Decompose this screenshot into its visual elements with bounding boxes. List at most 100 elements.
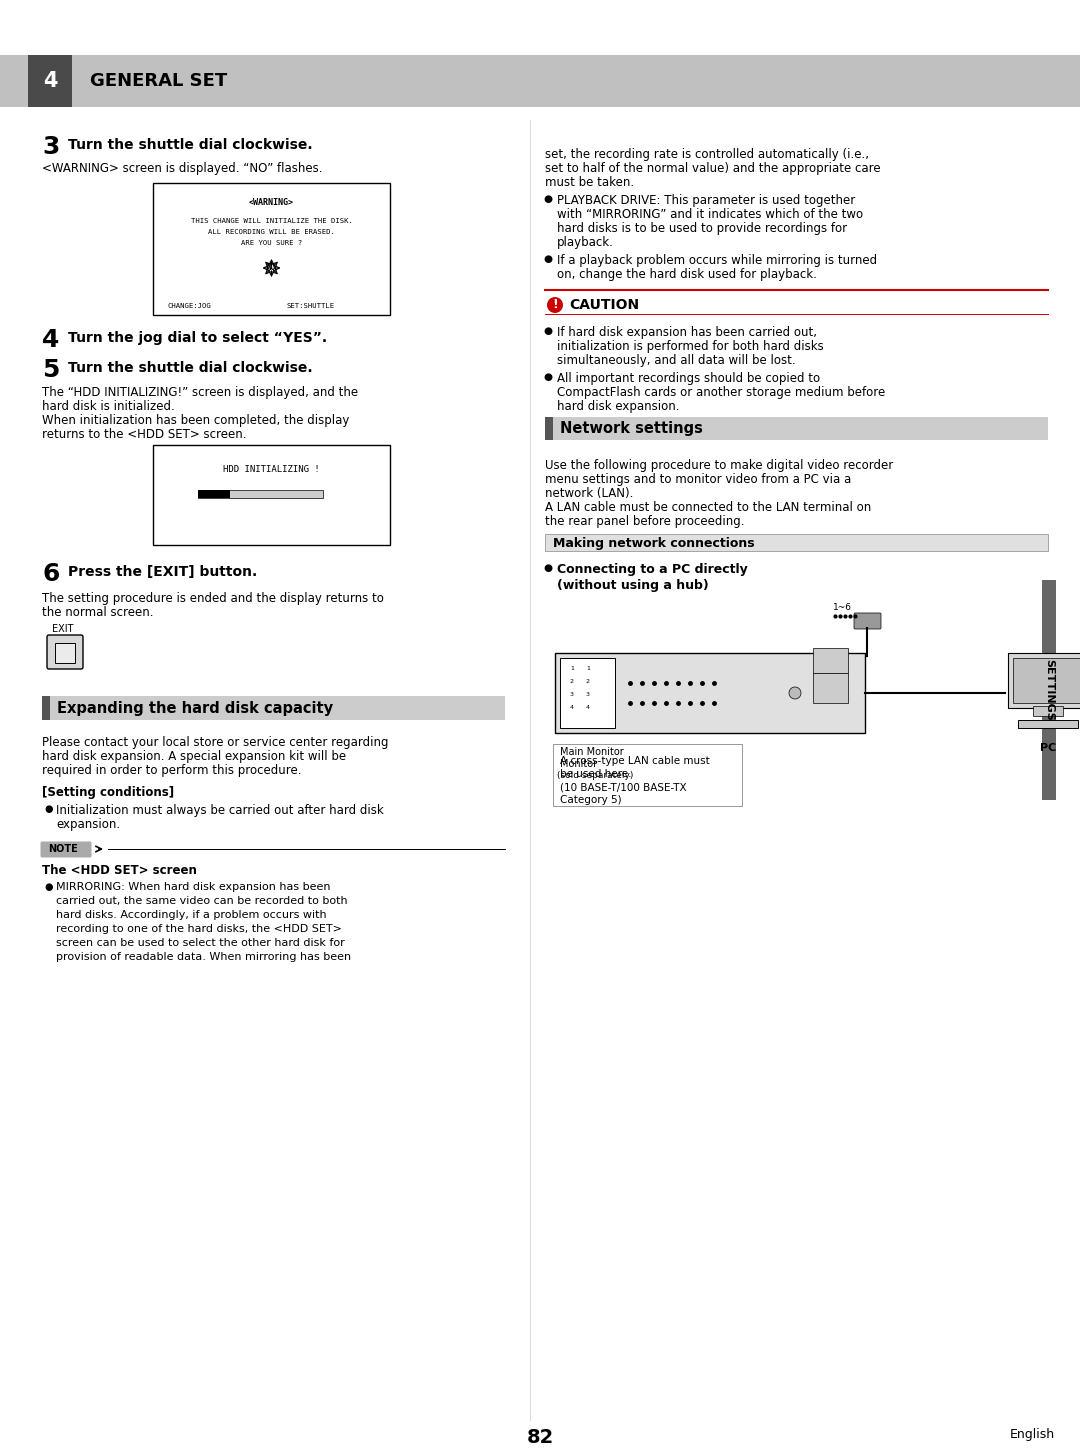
Text: (sold separately): (sold separately) [557, 772, 633, 780]
Text: All important recordings should be copied to: All important recordings should be copie… [557, 371, 820, 384]
Text: 4: 4 [42, 328, 59, 352]
Text: ●: ● [44, 804, 53, 814]
FancyBboxPatch shape [41, 842, 92, 858]
Bar [545, 416, 553, 440]
Text: be used here.: be used here. [561, 769, 632, 779]
Text: Monitor: Monitor [561, 759, 597, 769]
Text: English: English [1010, 1428, 1055, 1441]
Text: hard disks. Accordingly, if a problem occurs with: hard disks. Accordingly, if a problem oc… [56, 910, 326, 920]
Text: Making network connections: Making network connections [553, 536, 755, 549]
Bar [561, 658, 615, 728]
Bar [1032, 706, 1063, 716]
Text: MIRRORING: When hard disk expansion has been: MIRRORING: When hard disk expansion has … [56, 882, 330, 893]
Bar [813, 673, 848, 703]
FancyBboxPatch shape [55, 644, 75, 662]
Text: required in order to perform this procedure.: required in order to perform this proced… [42, 764, 301, 778]
Bar [198, 491, 323, 498]
FancyBboxPatch shape [153, 446, 390, 545]
Text: [Setting conditions]: [Setting conditions] [42, 786, 174, 799]
Text: on, change the hard disk used for playback.: on, change the hard disk used for playba… [557, 268, 816, 281]
Text: A cross-type LAN cable must: A cross-type LAN cable must [561, 756, 710, 766]
Bar [1013, 658, 1080, 703]
Text: If a playback problem occurs while mirroring is turned: If a playback problem occurs while mirro… [557, 253, 877, 266]
Text: A LAN cable must be connected to the LAN terminal on: A LAN cable must be connected to the LAN… [545, 501, 872, 514]
Text: the rear panel before proceeding.: the rear panel before proceeding. [545, 515, 744, 529]
Text: hard disk expansion. A special expansion kit will be: hard disk expansion. A special expansion… [42, 750, 346, 763]
Text: the normal screen.: the normal screen. [42, 606, 153, 619]
Text: ARE YOU SURE ?: ARE YOU SURE ? [241, 240, 302, 246]
Text: ●: ● [44, 882, 53, 893]
Text: The <HDD SET> screen: The <HDD SET> screen [42, 863, 197, 877]
Text: Turn the jog dial to select “YES”.: Turn the jog dial to select “YES”. [68, 331, 327, 345]
Text: 4: 4 [570, 705, 573, 711]
Bar [42, 696, 50, 721]
Bar [1042, 579, 1056, 799]
Bar [1018, 721, 1078, 728]
Text: 4: 4 [586, 705, 590, 711]
Text: CompactFlash cards or another storage medium before: CompactFlash cards or another storage me… [557, 386, 886, 399]
Text: ●: ● [543, 194, 552, 204]
FancyBboxPatch shape [153, 183, 390, 314]
Text: Main Monitor: Main Monitor [561, 747, 624, 757]
Text: with “MIRRORING” and it indicates which of the two: with “MIRRORING” and it indicates which … [557, 208, 863, 221]
Bar [0, 55, 1080, 106]
Text: screen can be used to select the other hard disk for: screen can be used to select the other h… [56, 938, 345, 948]
Text: 82: 82 [526, 1428, 554, 1447]
Text: returns to the <HDD SET> screen.: returns to the <HDD SET> screen. [42, 428, 246, 441]
Text: HDD INITIALIZING !: HDD INITIALIZING ! [224, 464, 320, 475]
Text: NOTE: NOTE [48, 844, 78, 855]
Text: Turn the shuttle dial clockwise.: Turn the shuttle dial clockwise. [68, 361, 312, 376]
Text: Category 5): Category 5) [561, 795, 622, 805]
Text: NO: NO [267, 264, 276, 272]
Text: <WARNING>: <WARNING> [249, 198, 294, 207]
Text: set to half of the normal value) and the appropriate care: set to half of the normal value) and the… [545, 162, 880, 175]
Text: Press the [EXIT] button.: Press the [EXIT] button. [68, 565, 257, 579]
FancyBboxPatch shape [48, 635, 83, 668]
Text: CAUTION: CAUTION [569, 298, 639, 312]
Text: Use the following procedure to make digital video recorder: Use the following procedure to make digi… [545, 459, 893, 472]
Text: 2: 2 [586, 678, 590, 684]
Text: CHANGE:JOG: CHANGE:JOG [168, 303, 212, 309]
Text: provision of readable data. When mirroring has been: provision of readable data. When mirrori… [56, 952, 351, 962]
Text: SET:SHUTTLE: SET:SHUTTLE [286, 303, 335, 309]
Text: SETTINGS: SETTINGS [1044, 660, 1054, 721]
Text: ●: ● [543, 326, 552, 336]
Text: hard disk is initialized.: hard disk is initialized. [42, 400, 175, 414]
Text: When initialization has been completed, the display: When initialization has been completed, … [42, 414, 349, 427]
Text: Turn the shuttle dial clockwise.: Turn the shuttle dial clockwise. [68, 138, 312, 151]
Text: ●: ● [543, 563, 552, 574]
Text: 4: 4 [43, 71, 57, 90]
Text: 1~6: 1~6 [833, 603, 852, 612]
FancyBboxPatch shape [553, 744, 742, 807]
Text: carried out, the same video can be recorded to both: carried out, the same video can be recor… [56, 895, 348, 906]
Text: 3: 3 [570, 692, 573, 697]
Text: (10 BASE-T/100 BASE-TX: (10 BASE-T/100 BASE-TX [561, 782, 687, 792]
Text: recording to one of the hard disks, the <HDD SET>: recording to one of the hard disks, the … [56, 925, 342, 933]
Text: !: ! [552, 298, 558, 312]
FancyBboxPatch shape [854, 613, 881, 629]
Text: <WARNING> screen is displayed. “NO” flashes.: <WARNING> screen is displayed. “NO” flas… [42, 162, 323, 175]
Bar [545, 534, 1048, 550]
Text: GENERAL SET: GENERAL SET [90, 71, 227, 90]
Text: If hard disk expansion has been carried out,: If hard disk expansion has been carried … [557, 326, 816, 339]
Text: The setting procedure is ended and the display returns to: The setting procedure is ended and the d… [42, 593, 383, 606]
Text: 1: 1 [586, 665, 590, 671]
Bar [198, 491, 230, 498]
Text: 3: 3 [42, 135, 59, 159]
Text: 5: 5 [42, 358, 59, 381]
Text: THIS CHANGE WILL INITIALIZE THE DISK.: THIS CHANGE WILL INITIALIZE THE DISK. [190, 218, 352, 224]
Text: 2: 2 [570, 678, 573, 684]
Text: 3: 3 [586, 692, 590, 697]
Text: The “HDD INITIALIZING!” screen is displayed, and the: The “HDD INITIALIZING!” screen is displa… [42, 386, 359, 399]
Text: Initialization must always be carried out after hard disk: Initialization must always be carried ou… [56, 804, 383, 817]
Text: hard disks is to be used to provide recordings for: hard disks is to be used to provide reco… [557, 221, 847, 234]
Bar [42, 696, 505, 721]
Circle shape [546, 297, 563, 313]
Text: expansion.: expansion. [56, 818, 120, 831]
Text: ALL RECORDING WILL BE ERASED.: ALL RECORDING WILL BE ERASED. [208, 229, 335, 234]
Text: hard disk expansion.: hard disk expansion. [557, 400, 679, 414]
Bar [545, 416, 1048, 440]
Text: network (LAN).: network (LAN). [545, 486, 633, 499]
Text: playback.: playback. [557, 236, 613, 249]
Text: 6: 6 [42, 562, 59, 585]
